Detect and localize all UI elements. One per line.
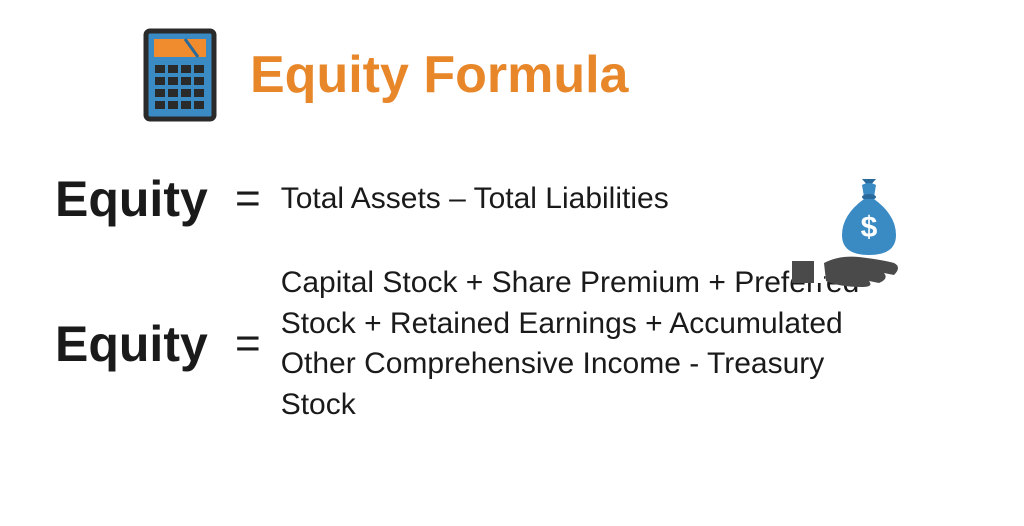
formula-label: Equity [55,170,215,228]
calculator-icon [140,25,220,125]
header: Equity Formula [0,0,1024,125]
svg-text:$: $ [861,211,878,244]
money-bag-icon: $ [784,175,924,295]
equals-sign: = [235,174,261,224]
formula-definition: Total Assets – Total Liabilities [281,179,669,220]
page-title: Equity Formula [250,45,628,105]
equals-sign: = [235,319,261,369]
formula-label: Equity [55,315,215,373]
